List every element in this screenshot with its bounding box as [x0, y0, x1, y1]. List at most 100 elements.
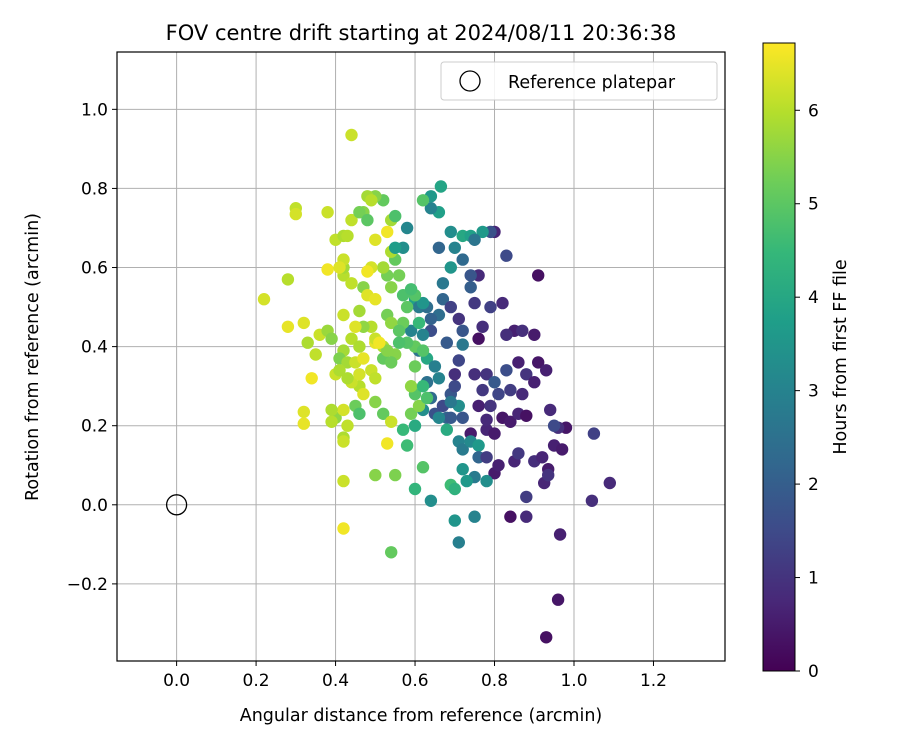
data-point [551, 593, 565, 606]
data-point [520, 409, 533, 422]
data-point [488, 376, 501, 389]
data-point [345, 277, 358, 290]
data-point [325, 332, 338, 345]
colorbar-tick-label: 2 [808, 475, 819, 495]
x-tick-label: 1.0 [560, 671, 587, 691]
data-point [532, 269, 545, 282]
x-tick-label: 1.2 [640, 671, 667, 691]
plot-frame [116, 51, 726, 662]
data-point [416, 194, 430, 207]
data-point [476, 383, 489, 397]
data-point [484, 399, 497, 413]
data-point [321, 206, 334, 219]
y-tick-label: 1.0 [81, 100, 108, 120]
data-point [361, 265, 374, 278]
data-point [587, 427, 601, 440]
data-point [484, 300, 497, 314]
data-point [408, 482, 422, 496]
data-point [389, 209, 402, 223]
data-point [289, 207, 302, 221]
data-point [392, 336, 406, 349]
data-point [385, 415, 398, 428]
data-point [381, 437, 394, 450]
data-point [500, 328, 513, 341]
data-point [381, 225, 394, 239]
data-point [512, 447, 525, 460]
data-point [500, 249, 513, 262]
x-axis-label: Angular distance from reference (arcmin) [240, 706, 603, 726]
data-point [536, 451, 549, 464]
data-point [528, 328, 541, 341]
colorbar-tick-label: 4 [808, 288, 819, 308]
x-tick-label: 0.4 [322, 671, 349, 691]
data-point [468, 510, 481, 523]
data-point [341, 229, 354, 243]
data-point [408, 360, 422, 373]
data-point [553, 528, 567, 541]
data-point [448, 482, 461, 496]
data-point [369, 293, 382, 306]
data-point [585, 494, 599, 507]
data-point [424, 202, 438, 215]
data-point [448, 368, 461, 381]
data-point [436, 277, 450, 290]
data-point [392, 324, 406, 337]
data-point [480, 451, 493, 464]
data-point [416, 344, 430, 357]
data-point [404, 380, 418, 393]
data-point [472, 439, 485, 452]
data-point [297, 417, 310, 430]
data-point [504, 415, 517, 428]
x-tick-label: 0.6 [402, 671, 429, 691]
reference-platepar-point [165, 494, 188, 516]
data-point [488, 427, 501, 440]
data-point [456, 411, 469, 424]
data-point [357, 352, 370, 365]
data-point [603, 476, 616, 490]
data-point [432, 411, 446, 424]
chart-title: FOV centre drift starting at 2024/08/11 … [166, 21, 677, 45]
data-point [476, 320, 489, 333]
data-point [544, 403, 557, 417]
x-tick-label: 0.8 [481, 671, 508, 691]
data-point [416, 296, 430, 310]
data-point [500, 364, 513, 377]
data-point [456, 338, 469, 351]
colorbar-tick-label: 3 [808, 382, 819, 402]
data-point [385, 356, 398, 369]
y-tick-label: 0.8 [81, 179, 108, 199]
data-point [532, 356, 545, 369]
data-point [345, 213, 358, 227]
data-point [377, 261, 390, 274]
data-point [369, 233, 382, 246]
data-point [337, 474, 350, 488]
colorbar [762, 42, 796, 672]
data-point [540, 364, 553, 377]
data-point [309, 348, 322, 361]
data-point [325, 415, 338, 428]
data-point [480, 368, 493, 381]
data-point [392, 269, 406, 282]
data-point [341, 419, 354, 432]
data-point [412, 399, 426, 413]
data-point [448, 380, 461, 393]
data-point [452, 354, 465, 367]
x-tick-label: 0.0 [163, 671, 190, 691]
y-axis-label: Rotation from reference (arcmin) [23, 213, 43, 501]
data-point [389, 241, 402, 254]
data-point [281, 320, 295, 333]
data-point [337, 435, 350, 448]
data-point [444, 395, 457, 409]
data-point [369, 395, 382, 409]
data-point [377, 407, 390, 420]
colorbar-ticks: 0 1 2 3 4 5 6 [795, 101, 819, 682]
data-point [476, 225, 489, 239]
legend: Reference platepar [440, 61, 718, 101]
data-point [353, 407, 366, 420]
data-point [492, 459, 505, 472]
data-point [472, 332, 485, 345]
y-axis-ticks: −0.2 0.0 0.2 0.4 0.6 0.8 1.0 [67, 100, 117, 595]
data-point [504, 510, 517, 523]
data-point [365, 194, 378, 207]
data-point [385, 546, 398, 559]
